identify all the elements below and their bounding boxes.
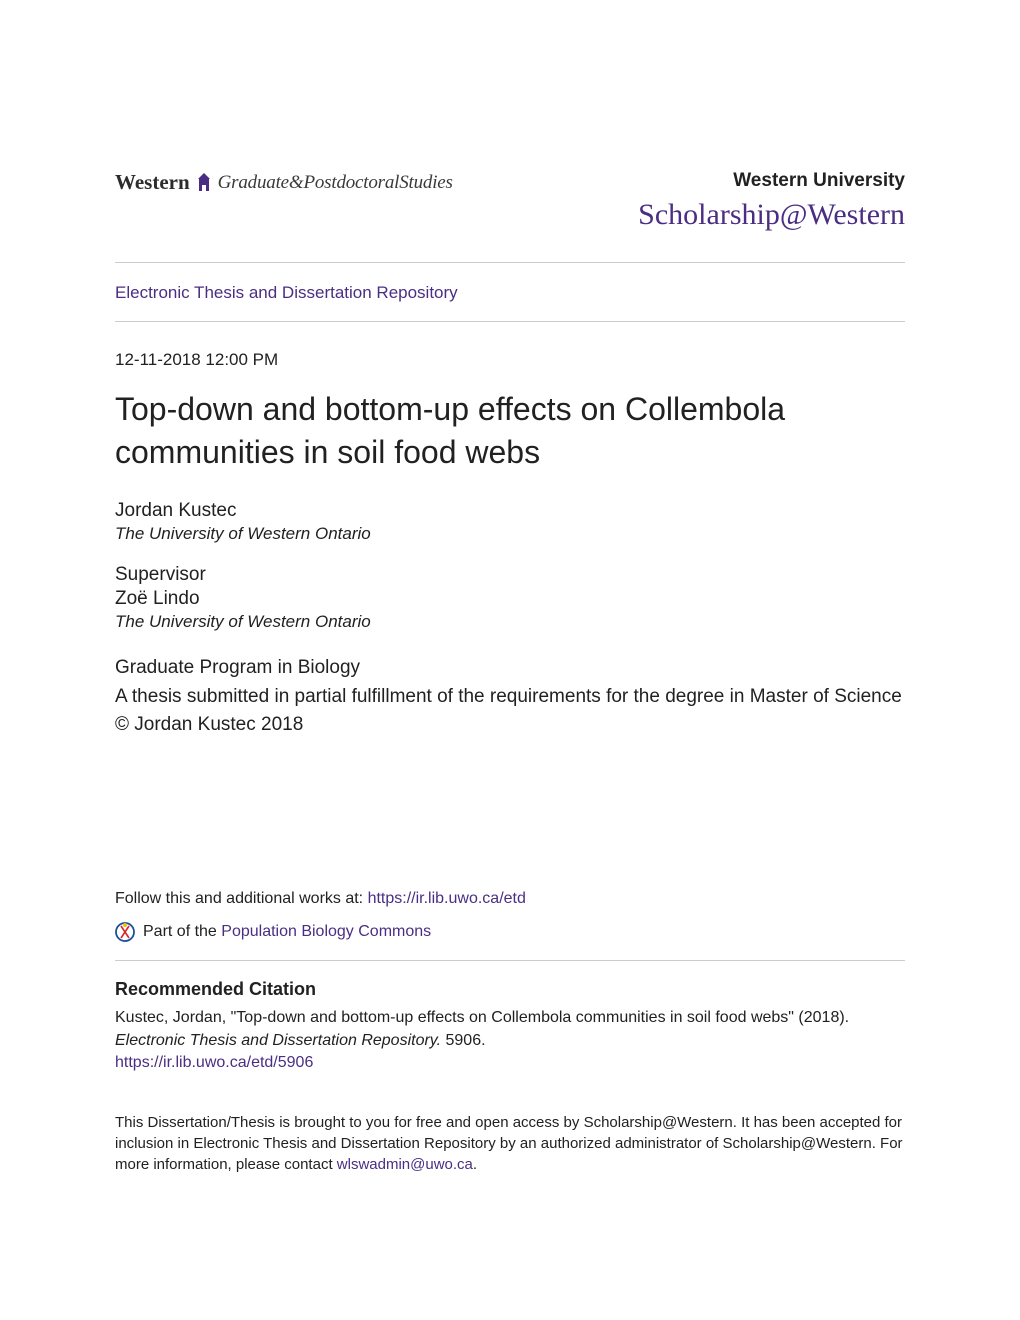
citation-number: 5906. [441,1032,485,1049]
logo-wordmark-sub: Graduate&PostdoctoralStudies [218,172,453,194]
supervisor-block: Supervisor Zoë Lindo The University of W… [115,564,905,632]
citation-text: Kustec, Jordan, "Top-down and bottom-up … [115,1006,905,1052]
citation-series: Electronic Thesis and Dissertation Repos… [115,1032,441,1049]
supervisor-affiliation: The University of Western Ontario [115,612,905,632]
access-suffix: . [473,1156,477,1173]
contact-email-link[interactable]: wlswadmin@uwo.ca [337,1156,473,1173]
program-block: Graduate Program in Biology A thesis sub… [115,654,905,740]
partof-prefix: Part of the [143,923,221,940]
recommended-citation-heading: Recommended Citation [115,979,905,1000]
citation-uri-row: https://ir.lib.uwo.ca/etd/5906 [115,1054,905,1072]
submission-date: 12-11-2018 12:00 PM [115,350,905,370]
logo-wordmark-main: Western [115,170,190,195]
collection-row: Electronic Thesis and Dissertation Repos… [115,263,905,321]
copyright-line: © Jordan Kustec 2018 [115,711,905,740]
header-row: Western Graduate&PostdoctoralStudies Wes… [115,170,905,232]
access-text: This Dissertation/Thesis is brought to y… [115,1114,903,1173]
access-statement: This Dissertation/Thesis is brought to y… [115,1112,905,1175]
follow-prefix: Follow this and additional works at: [115,890,368,907]
author-block: Jordan Kustec The University of Western … [115,500,905,544]
network-icon [115,922,135,942]
tower-icon [196,173,212,193]
repository-name[interactable]: Scholarship@Western [638,198,905,232]
author-affiliation: The University of Western Ontario [115,524,905,544]
page-container: Western Graduate&PostdoctoralStudies Wes… [0,0,1020,1255]
collection-link[interactable]: Electronic Thesis and Dissertation Repos… [115,283,458,302]
follow-works-link[interactable]: https://ir.lib.uwo.ca/etd [368,890,526,907]
program-name: Graduate Program in Biology [115,654,905,683]
degree-statement: A thesis submitted in partial fulfillmen… [115,683,905,712]
repository-heading-block: Western University Scholarship@Western [638,170,905,232]
discipline-link[interactable]: Population Biology Commons [221,923,431,940]
divider [115,321,905,322]
supervisor-name: Zoë Lindo [115,588,905,610]
supervisor-label: Supervisor [115,564,905,586]
institution-logo: Western Graduate&PostdoctoralStudies [115,170,453,195]
part-of-row: Part of the Population Biology Commons [115,922,905,942]
thesis-title: Top-down and bottom-up effects on Collem… [115,388,905,474]
repository-link[interactable]: Scholarship@Western [638,198,905,231]
citation-main: Kustec, Jordan, "Top-down and bottom-up … [115,1009,849,1026]
university-name: Western University [638,170,905,192]
divider [115,960,905,961]
follow-works-row: Follow this and additional works at: htt… [115,890,905,908]
citation-uri-link[interactable]: https://ir.lib.uwo.ca/etd/5906 [115,1054,313,1071]
author-name: Jordan Kustec [115,500,905,522]
